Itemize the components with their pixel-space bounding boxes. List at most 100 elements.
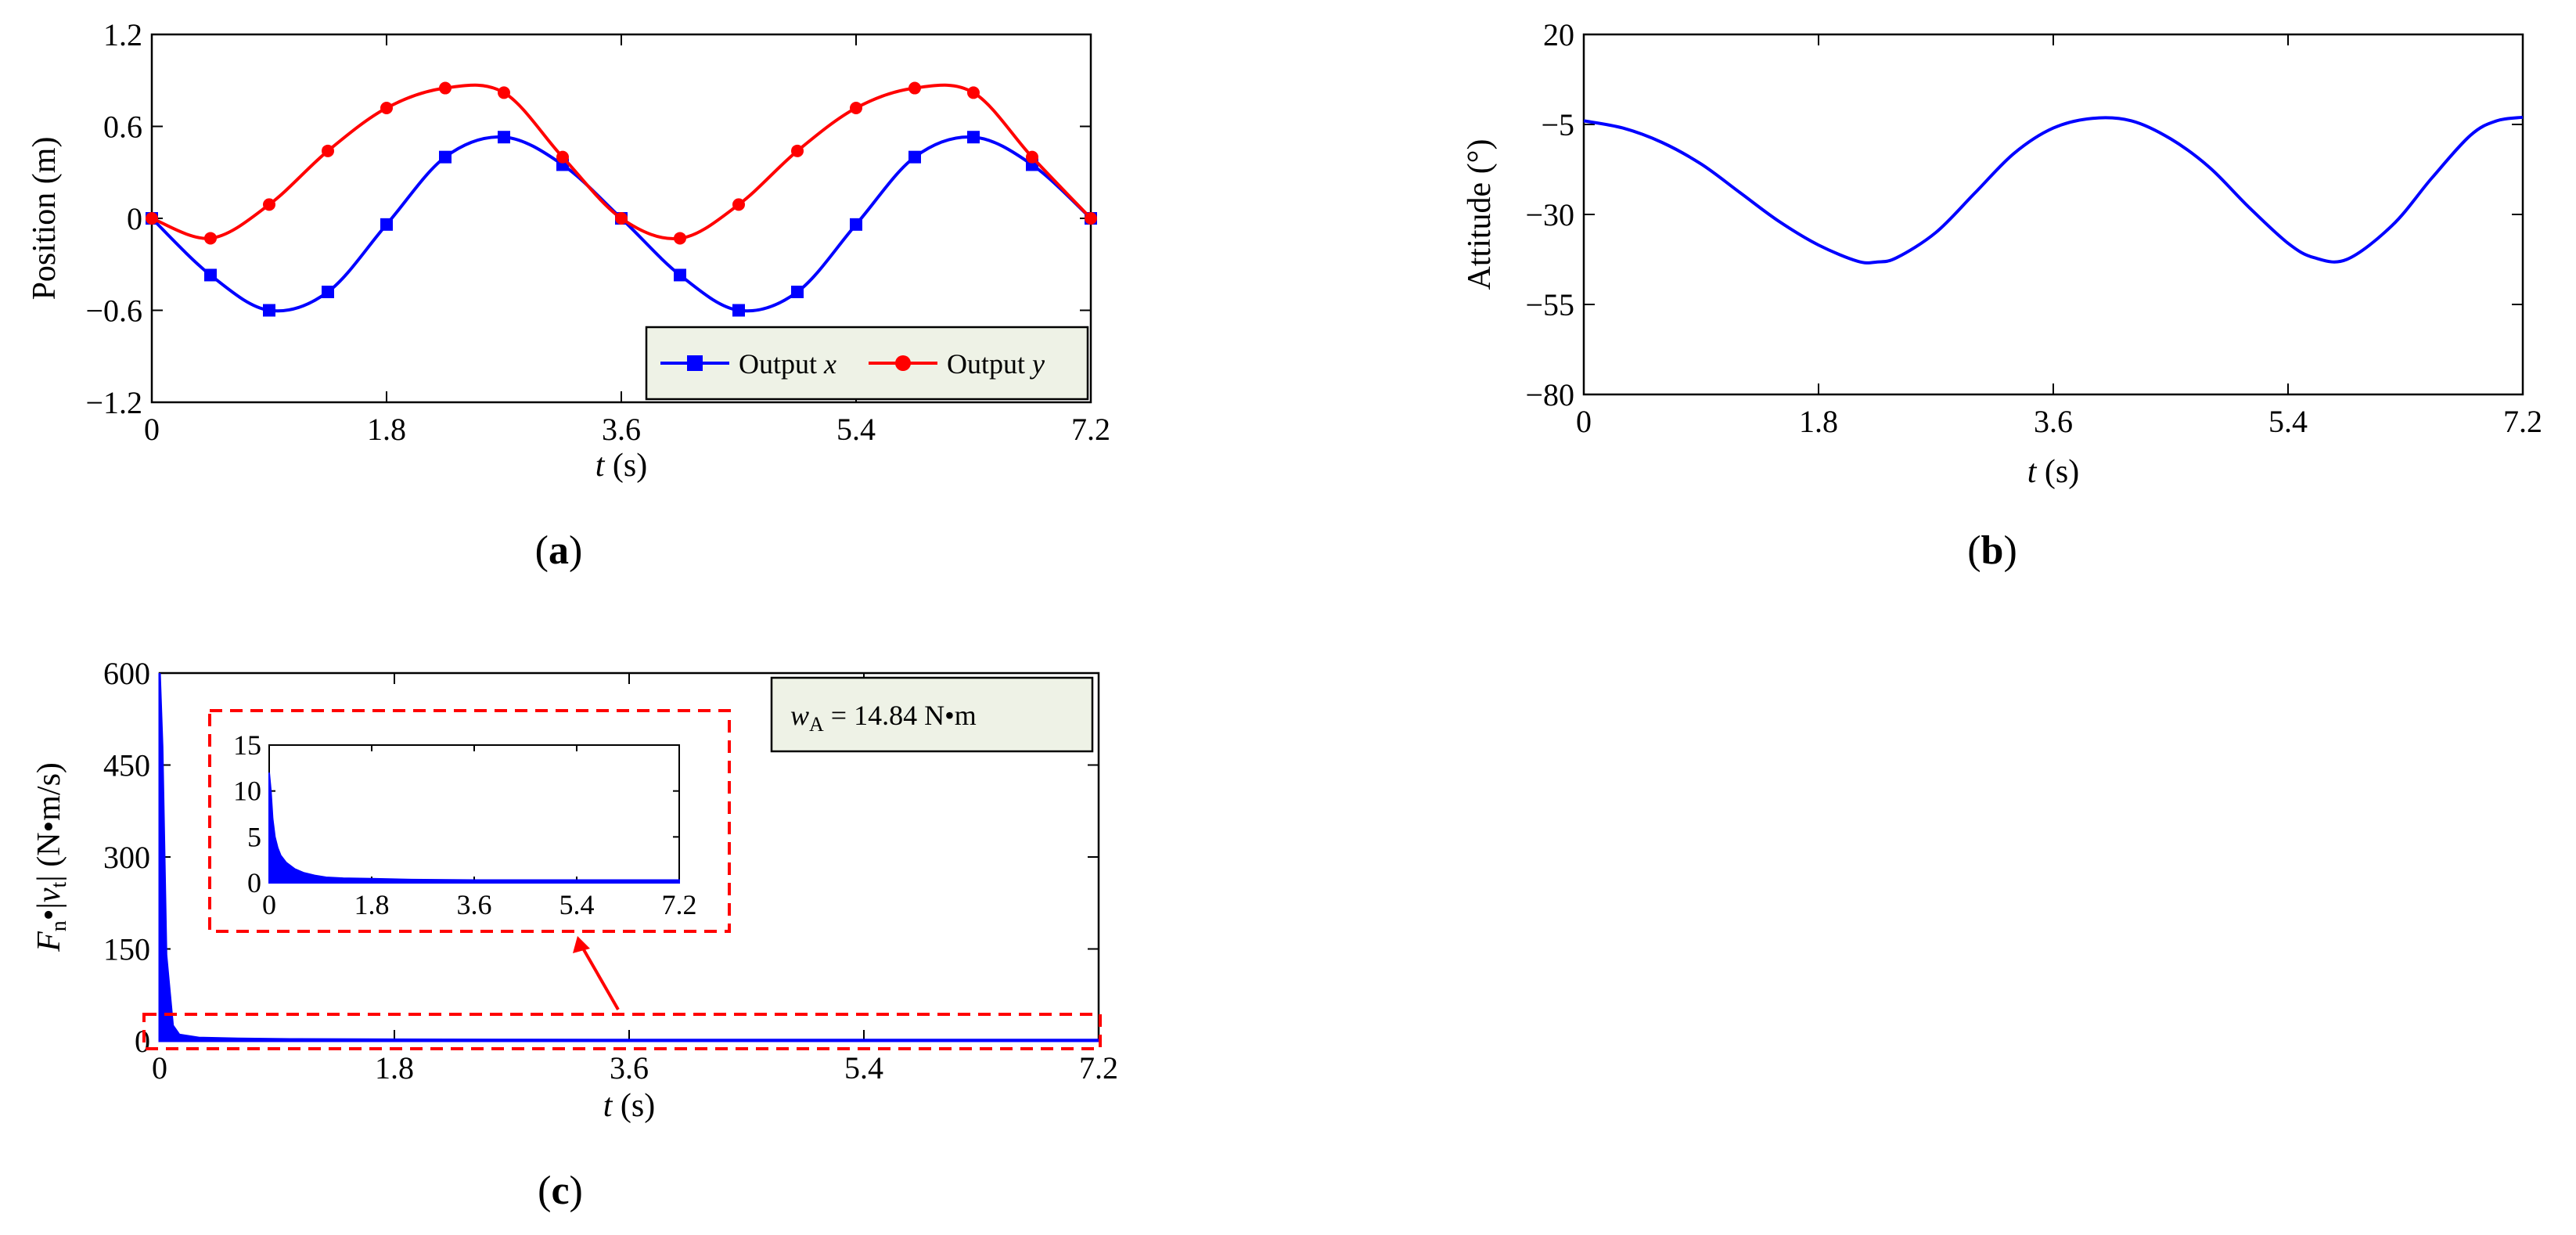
data-point-output-x [791,286,804,298]
chart-c-ytick-label: 150 [103,932,150,967]
chart-b-xtick-label: 1.8 [1799,404,1838,439]
data-point-output-y [498,86,510,99]
data-point-output-x [439,150,452,164]
inset-series-area [268,772,680,884]
chart-a-panel-label: (a) [535,528,583,573]
data-point-output-y [204,232,217,245]
chart-c-x-axis-label: t (s) [603,1088,656,1124]
chart-a-ytick-label: −1.2 [85,385,142,420]
zoom-arrow-head [573,936,590,953]
data-point-output-y [967,86,980,99]
chart-c-xtick-label: 0 [152,1050,167,1086]
inset-highlight-box [208,709,731,933]
chart-b-ytick-label: −5 [1541,107,1574,142]
data-point-output-x [908,150,921,164]
data-point-output-y [674,232,686,245]
data-point-output-y [732,198,745,211]
chart-c-xtick-label: 7.2 [1079,1050,1118,1086]
chart-a-xtick-label: 0 [144,412,160,447]
chart-c-annotation: wA = 14.84 N•m [770,676,1094,753]
data-point-output-x [674,268,686,282]
data-point-output-y [380,102,393,114]
zoom-region-box [142,1013,1102,1050]
chart-b-y-axis-label: Attitude (°) [1462,139,1498,290]
chart-b-xtick-label: 5.4 [2268,404,2308,439]
inset-plot-frame [268,744,680,884]
data-point-output-x [204,268,217,282]
chart-c-ytick-label: 450 [103,748,150,783]
data-point-output-x [850,218,862,231]
chart-a-ytick-label: 1.2 [103,17,142,52]
data-point-output-x [263,304,275,317]
data-point-output-y [556,150,569,164]
chart-c-xtick-label: 3.6 [610,1050,649,1086]
chart-c-x-tick-labels: 0 1.8 3.6 5.4 7.2 [152,1050,1118,1086]
chart-c-ytick-label: 300 [103,840,150,875]
inset-ytick-label: 15 [233,729,261,761]
chart-b-xtick-label: 3.6 [2034,404,2073,439]
inset-xtick-label: 5.4 [559,889,595,920]
data-point-output-x [967,131,980,144]
chart-c-y-axis-label: Fn•|vt| (N•m/s) [31,762,71,952]
chart-b-y-tick-labels: −80 −55 −30 −5 20 [1525,17,1574,412]
legend-marker-x [687,355,703,371]
zoom-arrow-line [581,946,620,1010]
chart-b-xtick-label: 0 [1576,404,1592,439]
chart-b-ticks [1583,34,2524,395]
chart-b-ytick-label: 20 [1543,17,1574,52]
chart-a-xtick-label: 5.4 [836,412,876,447]
series-line-attitude [1583,115,2524,265]
data-point-output-y [615,212,628,225]
inset-xtick-label: 1.8 [354,889,390,920]
data-point-output-y [791,144,804,157]
chart-c-series [158,672,1100,1042]
chart-b-x-tick-labels: 0 1.8 3.6 5.4 7.2 [1576,404,2542,439]
chart-a-xtick-label: 3.6 [602,412,641,447]
data-point-output-x [498,131,510,144]
legend-marker-y [895,355,911,371]
annotation-box [770,676,1094,753]
chart-a-xtick-label: 7.2 [1071,412,1110,447]
chart-c-xtick-label: 5.4 [844,1050,883,1086]
data-point-output-y [850,102,862,114]
legend-label-x: Output x [739,348,836,380]
chart-b-series [1583,115,2524,265]
chart-a: 0 1.8 3.6 5.4 7.2 −1.2 −0.6 0 0.6 1.2 t (s) Posi… [27,17,1110,573]
series-area-power [158,672,1100,1042]
annotation-text: wA = 14.84 N•m [790,700,977,736]
chart-c-xtick-label: 1.8 [375,1050,414,1086]
data-point-output-y [1026,150,1038,164]
data-point-output-y [263,198,275,211]
chart-a-legend: Output x Output y [645,326,1089,401]
inset-x-tick-labels: 0 1.8 3.6 5.4 7.2 [262,889,697,920]
chart-c-panel-label: (c) [538,1168,583,1213]
chart-c-ytick-label: 600 [103,656,150,691]
chart-a-ytick-label: 0.6 [103,110,142,145]
chart-b-ytick-label: −30 [1525,197,1574,232]
data-point-output-y [439,81,452,95]
data-point-output-x [322,286,334,298]
inset-y-tick-labels: 0 5 10 15 [233,729,261,898]
chart-b-x-axis-label: t (s) [2027,454,2080,490]
inset-xtick-label: 0 [262,889,276,920]
chart-b-ytick-label: −80 [1525,377,1574,412]
data-point-output-y [908,81,921,95]
inset-chart: 0 1.8 3.6 5.4 7.2 0 5 10 15 [233,729,697,920]
inset-xtick-label: 3.6 [457,889,492,920]
chart-a-ytick-label: −0.6 [85,293,142,329]
chart-b: 0 1.8 3.6 5.4 7.2 −80 −55 −30 −5 20 t (s) Attitu… [1462,17,2542,573]
chart-a-ytick-label: 0 [127,201,142,236]
chart-a-x-tick-labels: 0 1.8 3.6 5.4 7.2 [144,412,1110,447]
chart-a-y-tick-labels: −1.2 −0.6 0 0.6 1.2 [85,17,142,420]
inset-ytick-label: 10 [233,776,261,807]
inset-xtick-label: 7.2 [662,889,697,920]
data-point-output-y [146,212,158,225]
inset-ytick-label: 0 [247,867,261,898]
data-point-output-x [380,218,393,231]
chart-b-panel-label: (b) [1967,528,2017,573]
chart-a-x-axis-label: t (s) [595,448,648,484]
chart-b-ytick-label: −55 [1525,287,1574,322]
data-point-output-x [732,304,745,317]
